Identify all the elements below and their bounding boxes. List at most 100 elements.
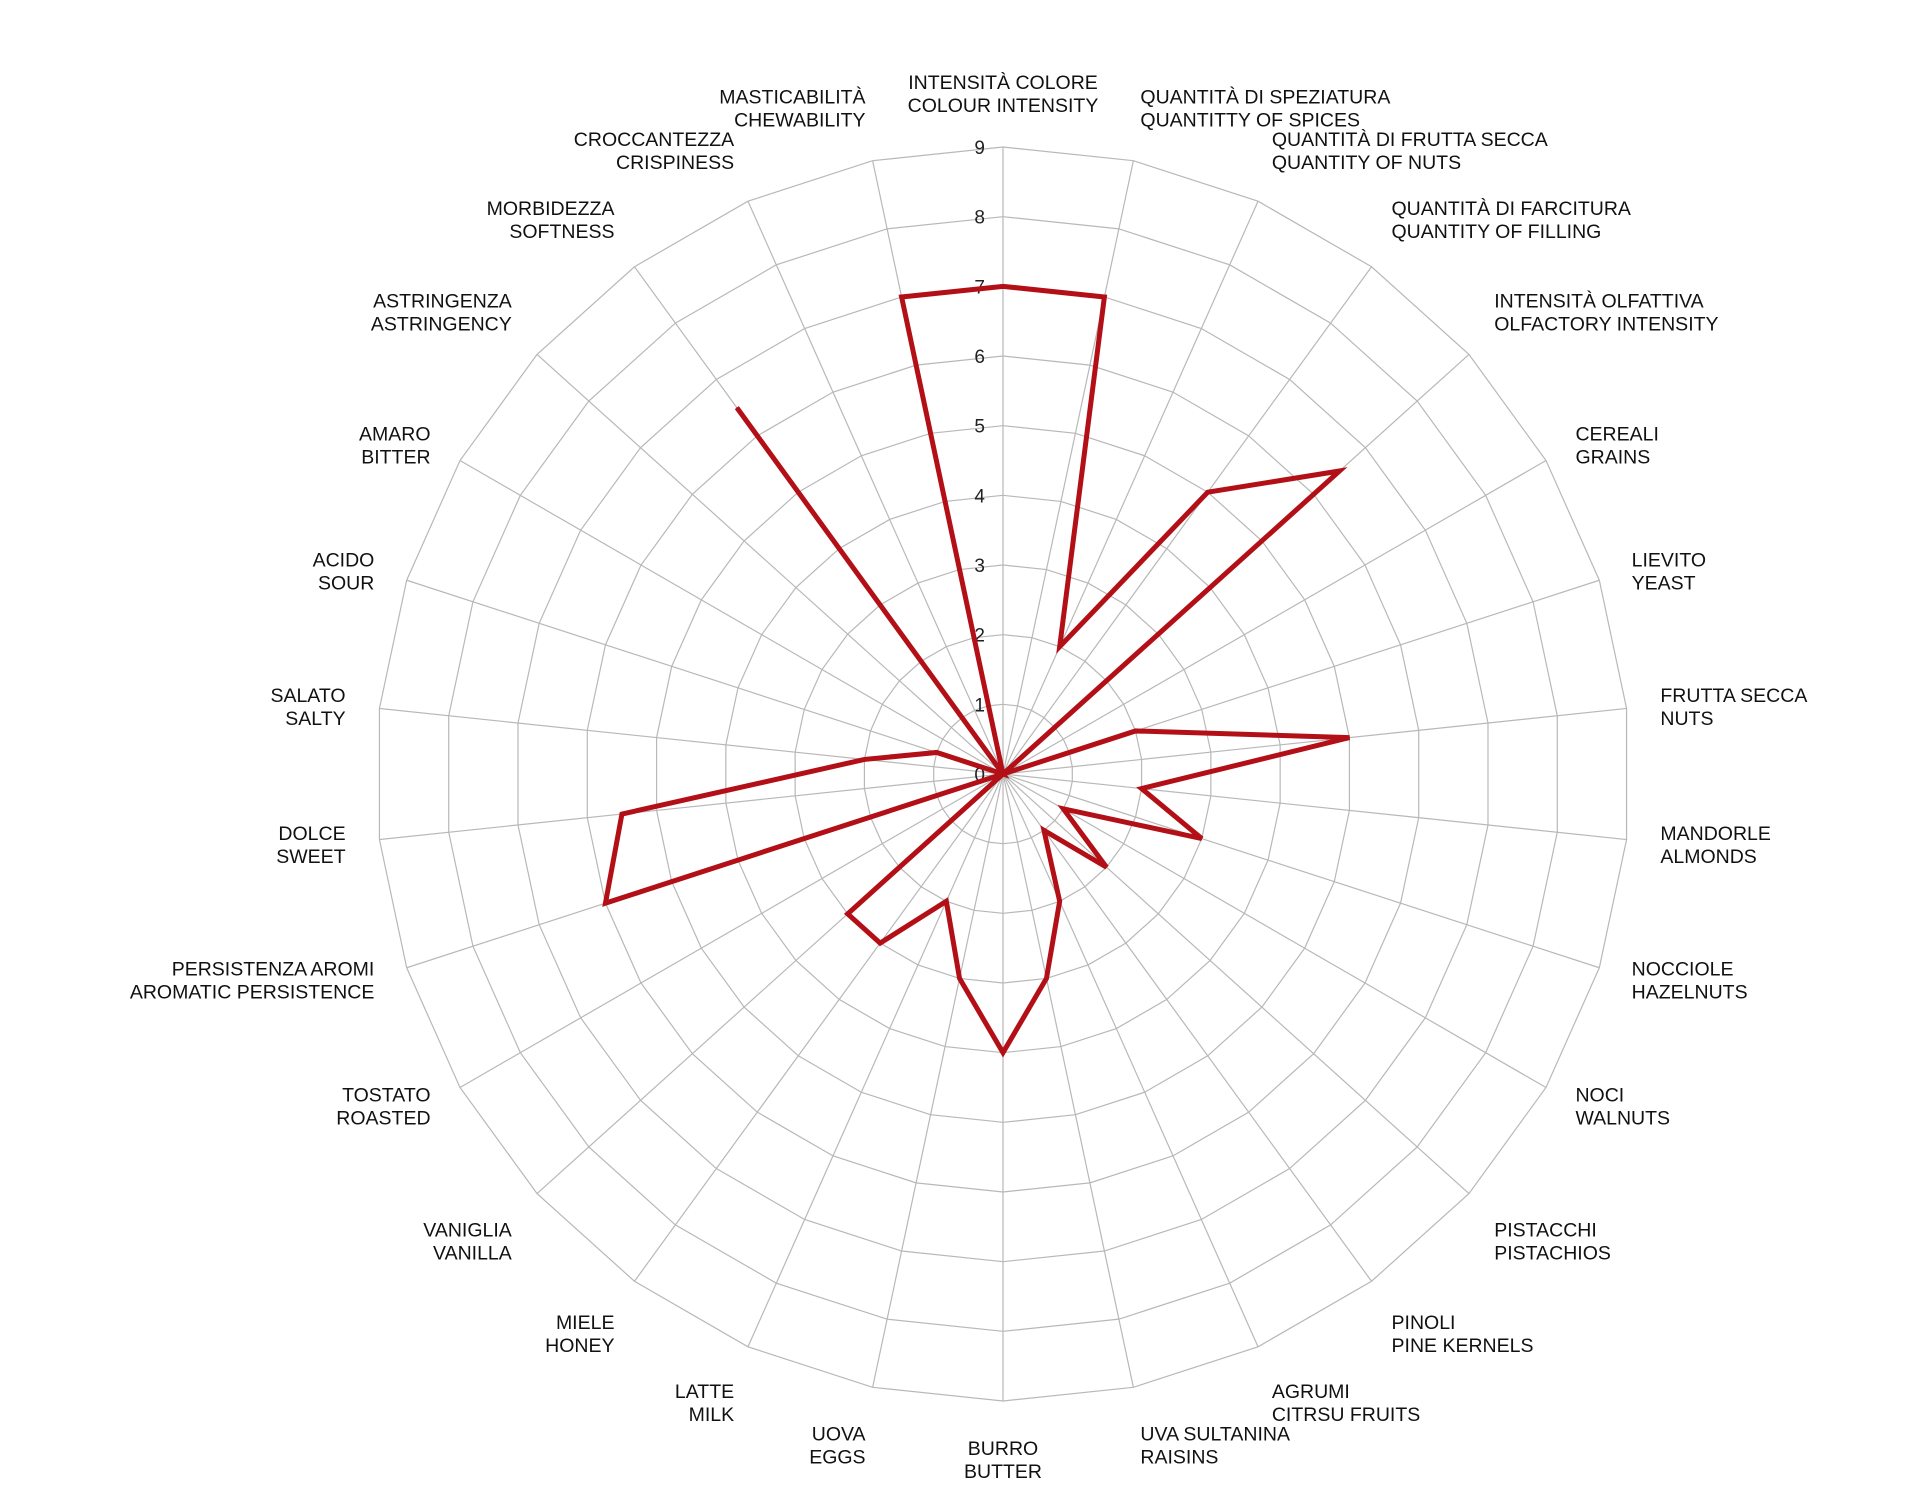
axis-label-en: PINE KERNELS xyxy=(1392,1335,1534,1357)
axis-label-it: CEREALI xyxy=(1575,424,1658,446)
axis-label-en: COLOUR INTENSITY xyxy=(908,95,1099,117)
axis-label-it: PERSISTENZA AROMI xyxy=(172,958,375,980)
data-point xyxy=(1002,285,1004,287)
spoke xyxy=(536,354,1004,775)
spoke xyxy=(747,200,1004,775)
axis-label-it: QUANTITÀ DI FARCITURA xyxy=(1392,197,1631,220)
axis-label-en: MILK xyxy=(689,1404,735,1426)
data-point xyxy=(1106,866,1108,868)
axis-label-it: TOSTATO xyxy=(342,1085,430,1107)
tick-label: 8 xyxy=(974,208,985,229)
axis-label-it: PINOLI xyxy=(1392,1312,1456,1334)
data-point xyxy=(736,407,738,409)
axis-label-it: BURRO xyxy=(968,1438,1038,1460)
data-point xyxy=(1059,900,1061,902)
axis-label-it: UVA SULTANINA xyxy=(1140,1424,1290,1446)
spoke xyxy=(459,773,1004,1089)
spoke xyxy=(1002,459,1547,775)
series-line xyxy=(602,283,1351,1058)
data-point xyxy=(847,913,849,915)
spoke xyxy=(1002,773,1547,1089)
data-point xyxy=(959,977,961,979)
axis-label-it: QUANTITÀ DI SPEZIATURA xyxy=(1140,85,1390,108)
series-layer xyxy=(602,283,1351,1058)
axis-label-it: LATTE xyxy=(675,1381,734,1403)
data-point xyxy=(1002,773,1004,775)
axis-label-en: WALNUTS xyxy=(1575,1108,1670,1130)
axis-label-en: EGGS xyxy=(809,1447,865,1469)
spoke xyxy=(872,773,1004,1388)
data-point xyxy=(945,900,947,902)
tick-label: 2 xyxy=(974,626,985,647)
spoke xyxy=(1002,266,1373,775)
tick-label: 3 xyxy=(974,556,985,577)
axis-label-en: CHEWABILITY xyxy=(734,109,865,131)
tick-label: 9 xyxy=(974,138,985,159)
axis-label-it: LIEVITO xyxy=(1632,550,1706,572)
axis-label-en: BUTTER xyxy=(964,1461,1042,1483)
axis-label-en: HONEY xyxy=(545,1335,614,1357)
axis-label-en: QUANTITTY OF SPICES xyxy=(1140,109,1360,131)
axis-label-en: QUANTITY OF NUTS xyxy=(1272,152,1461,174)
axis-label-it: AGRUMI xyxy=(1272,1381,1350,1403)
axis-label-en: BITTER xyxy=(361,447,430,469)
axis-label-it: SALATO xyxy=(270,685,345,707)
data-point xyxy=(1135,730,1137,732)
data-point xyxy=(1348,737,1350,739)
spoke xyxy=(747,773,1004,1348)
data-point xyxy=(1045,977,1047,979)
axis-label-it: CROCCANTEZZA xyxy=(574,129,734,151)
axis-label-it: UOVA xyxy=(812,1424,866,1446)
data-point xyxy=(1043,829,1045,831)
axis-label-en: ROASTED xyxy=(336,1108,430,1130)
axis-label-en: QUANTITY OF FILLING xyxy=(1392,221,1602,243)
spoke xyxy=(1002,160,1134,775)
axis-label-en: ALMONDS xyxy=(1660,846,1756,868)
axis-label-it: ACIDO xyxy=(313,550,375,572)
data-point xyxy=(1141,788,1143,790)
spoke xyxy=(1002,707,1627,775)
data-point xyxy=(1201,838,1203,840)
axis-label-it: NOCI xyxy=(1575,1085,1624,1107)
tick-label: 5 xyxy=(974,417,985,438)
spoke xyxy=(1002,773,1373,1282)
axis-label-it: MORBIDEZZA xyxy=(487,198,615,220)
data-point xyxy=(1103,296,1105,298)
tick-label: 0 xyxy=(974,765,985,786)
axis-label-it: ASTRINGENZA xyxy=(373,291,512,313)
axis-label-en: RAISINS xyxy=(1140,1447,1218,1469)
axis-label-en: GRAINS xyxy=(1575,447,1650,469)
axis-label-en: PISTACHIOS xyxy=(1494,1242,1611,1264)
spoke xyxy=(1002,773,1627,841)
tick-label: 4 xyxy=(974,486,985,507)
data-point xyxy=(936,751,938,753)
spoke xyxy=(1002,773,1470,1194)
axis-label-en: CITRSU FRUITS xyxy=(1272,1404,1420,1426)
axis-label-it: FRUTTA SECCA xyxy=(1660,685,1807,707)
data-point xyxy=(879,942,881,944)
data-point xyxy=(1339,470,1341,472)
